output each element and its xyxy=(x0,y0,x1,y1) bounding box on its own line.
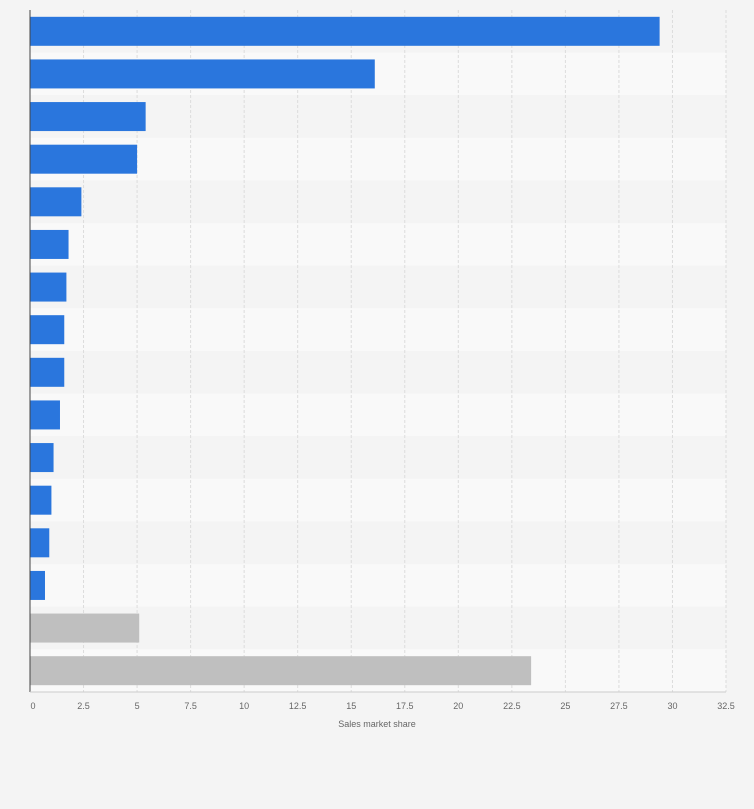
bar xyxy=(30,187,82,217)
bar xyxy=(30,16,660,46)
row-band xyxy=(30,180,726,224)
bar xyxy=(30,272,67,302)
x-tick-label: 20 xyxy=(453,701,463,711)
x-tick-label: 7.5 xyxy=(184,701,197,711)
row-band xyxy=(30,95,726,138)
bar xyxy=(30,229,69,259)
bar xyxy=(30,528,50,558)
bar xyxy=(30,400,60,430)
bars xyxy=(30,16,660,686)
row-band xyxy=(30,137,726,181)
row-band xyxy=(30,478,726,522)
bar xyxy=(30,59,375,89)
bar xyxy=(30,570,45,600)
x-tick-label: 17.5 xyxy=(396,701,414,711)
x-tick-label: 0 xyxy=(30,701,35,711)
x-tick-labels: 0 2.5 5 7.5 10 12.5 15 17.5 20 22.5 25 27.5 30 32.5 xyxy=(30,701,734,711)
bar xyxy=(30,315,65,345)
x-tick-label: 25 xyxy=(560,701,570,711)
bar xyxy=(30,656,532,686)
row-band xyxy=(30,564,726,607)
grid-lines xyxy=(83,10,727,692)
bar xyxy=(30,613,140,643)
x-tick-label: 15 xyxy=(346,701,356,711)
x-tick-label: 5 xyxy=(135,701,140,711)
row-band xyxy=(30,223,726,266)
axes xyxy=(29,10,726,693)
x-tick-label: 30 xyxy=(667,701,677,711)
bar xyxy=(30,357,65,387)
x-tick-label: 12.5 xyxy=(289,701,307,711)
x-tick-label: 32.5 xyxy=(717,701,735,711)
row-band xyxy=(30,521,726,565)
x-axis-title: Sales market share xyxy=(338,719,416,729)
row-band xyxy=(30,265,726,309)
x-tick-label: 22.5 xyxy=(503,701,521,711)
row-band xyxy=(30,308,726,351)
x-tick-label: 27.5 xyxy=(610,701,628,711)
bar xyxy=(30,102,146,132)
row-band xyxy=(30,351,726,394)
bar xyxy=(30,485,52,515)
row-band xyxy=(30,606,726,650)
bar xyxy=(30,443,54,473)
bar xyxy=(30,144,138,174)
row-band xyxy=(30,436,726,479)
x-tick-label: 10 xyxy=(239,701,249,711)
x-tick-label: 2.5 xyxy=(77,701,90,711)
row-band xyxy=(30,393,726,437)
